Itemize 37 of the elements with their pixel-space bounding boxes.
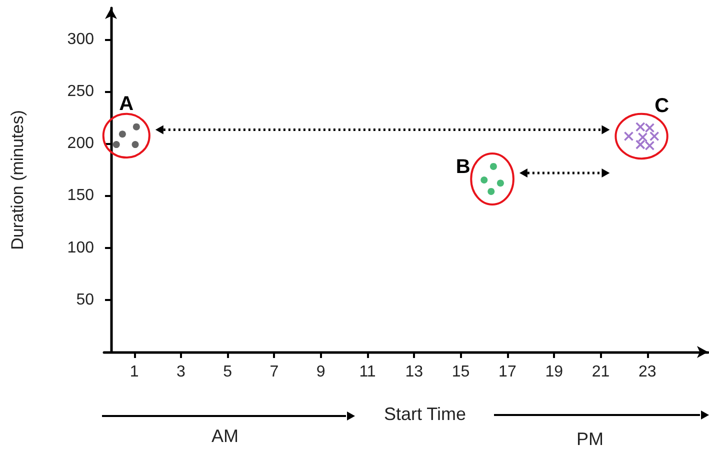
x-tick-label: 3 bbox=[176, 364, 186, 380]
annotation: B bbox=[454, 155, 472, 180]
annotation: C bbox=[654, 94, 670, 118]
x-tick-label: 9 bbox=[316, 364, 326, 380]
x-tick-label: 21 bbox=[592, 364, 610, 380]
point bbox=[496, 180, 504, 187]
x-tick-label: 19 bbox=[545, 364, 564, 380]
point bbox=[649, 131, 660, 142]
text: PM bbox=[576, 428, 604, 451]
y-axis-title: Duration (minutes) bbox=[8, 110, 27, 250]
x-tick-label: 1 bbox=[130, 364, 139, 380]
x-tick-label: 15 bbox=[452, 364, 470, 380]
point bbox=[490, 162, 497, 170]
x-tick-label: 7 bbox=[270, 364, 279, 380]
x-tick-label: 5 bbox=[223, 364, 232, 380]
x-tick-label: 17 bbox=[498, 364, 516, 380]
y-tick-label: 50 bbox=[76, 291, 94, 308]
x-axis-title: Start Time bbox=[382, 403, 468, 426]
y-tick-label: 100 bbox=[67, 239, 94, 256]
x-tick-label: 11 bbox=[359, 364, 376, 380]
point bbox=[112, 141, 120, 148]
point bbox=[488, 188, 495, 195]
x-tick-label: 23 bbox=[638, 364, 656, 380]
y-tick-label: 200 bbox=[67, 135, 94, 152]
y-tick-label: 250 bbox=[67, 82, 94, 100]
point bbox=[132, 123, 140, 130]
point bbox=[132, 141, 139, 148]
text: AM bbox=[210, 425, 240, 448]
x-tick-label: 13 bbox=[405, 364, 424, 380]
point bbox=[624, 131, 634, 142]
y-tick-label: 150 bbox=[67, 187, 94, 204]
point bbox=[644, 122, 655, 133]
point bbox=[118, 130, 126, 138]
point bbox=[644, 140, 655, 150]
point bbox=[480, 176, 488, 184]
y-tick-label: 300 bbox=[67, 30, 94, 48]
annotation: A bbox=[118, 92, 135, 116]
